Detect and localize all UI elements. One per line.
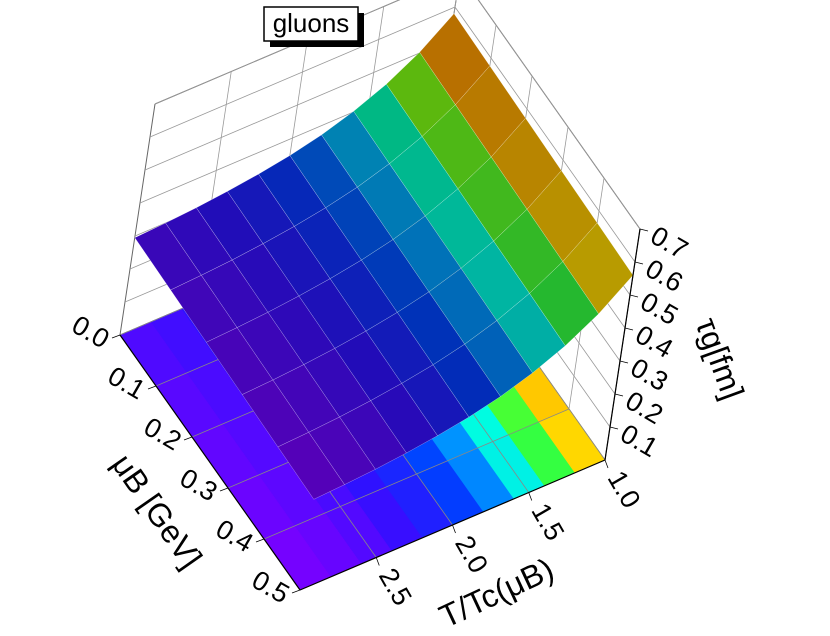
tick-mark [629, 294, 639, 298]
tick-mark [619, 360, 629, 364]
chart-title: gluons [273, 8, 350, 38]
tick-mark [614, 393, 624, 397]
tick-mark [147, 385, 157, 390]
x-tick-label: 2.5 [373, 563, 418, 611]
tick-mark [183, 436, 193, 441]
z-axis-title: τg[fm] [689, 313, 751, 404]
tick-mark [219, 487, 229, 492]
x-axis-title: T/Tc(μB) [434, 551, 559, 635]
grid-line [263, 408, 570, 540]
tick-mark [634, 261, 644, 265]
grid-line [477, 0, 641, 230]
tick-mark [624, 327, 634, 331]
tick-mark [604, 459, 609, 469]
axis-line [604, 228, 641, 461]
y-tick-label: 0.0 [67, 310, 115, 355]
tick-mark [255, 538, 265, 543]
tick-mark [111, 334, 121, 339]
surface [134, 13, 634, 500]
tick-mark [452, 524, 456, 534]
tick-mark [291, 589, 301, 594]
x-tick-label: 2.0 [449, 531, 494, 579]
grid-line [454, 6, 636, 263]
title-box [263, 6, 359, 42]
tick-mark [528, 492, 533, 501]
x-tick-label: 1.5 [525, 498, 570, 546]
axis-line [119, 334, 301, 591]
tick-mark [375, 557, 380, 566]
tick-mark [639, 228, 649, 232]
x-tick-label: 1.0 [602, 466, 647, 514]
tick-mark [609, 426, 619, 430]
surface-cell [277, 432, 345, 500]
